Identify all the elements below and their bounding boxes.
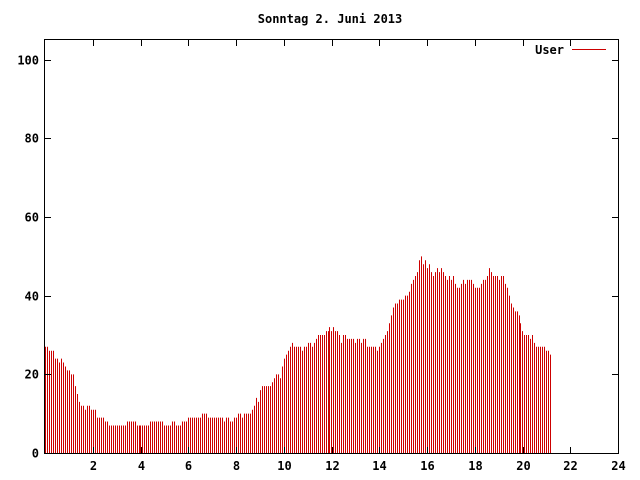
x-axis: 2 4 6 8 10 12 14 16 18 20 22 24 <box>90 40 626 473</box>
x-tick-label: 24 <box>611 459 625 473</box>
y-tick-label: 60 <box>25 211 39 225</box>
chart-title: Sonntag 2. Juni 2013 <box>258 12 403 26</box>
x-tick-label: 18 <box>468 459 482 473</box>
legend-label: User <box>535 43 564 57</box>
x-tick-label: 2 <box>90 459 97 473</box>
x-tick-label: 12 <box>325 459 339 473</box>
plot-frame <box>44 39 619 454</box>
x-tick-label: 14 <box>372 459 386 473</box>
x-tick-label: 22 <box>563 459 577 473</box>
x-tick-label: 16 <box>420 459 434 473</box>
y-tick-label: 100 <box>17 54 39 68</box>
y-tick-label: 40 <box>25 290 39 304</box>
y-tick-label: 0 <box>32 447 39 461</box>
legend: User <box>535 43 606 57</box>
x-tick-label: 6 <box>185 459 192 473</box>
x-tick-label: 20 <box>516 459 530 473</box>
x-tick-label: 10 <box>277 459 291 473</box>
x-tick-label: 4 <box>138 459 145 473</box>
y-tick-label: 20 <box>25 368 39 382</box>
x-tick-label: 8 <box>233 459 240 473</box>
bars-group <box>45 256 551 453</box>
y-axis: 0 20 40 60 80 100 <box>17 54 618 461</box>
y-tick-label: 80 <box>25 132 39 146</box>
